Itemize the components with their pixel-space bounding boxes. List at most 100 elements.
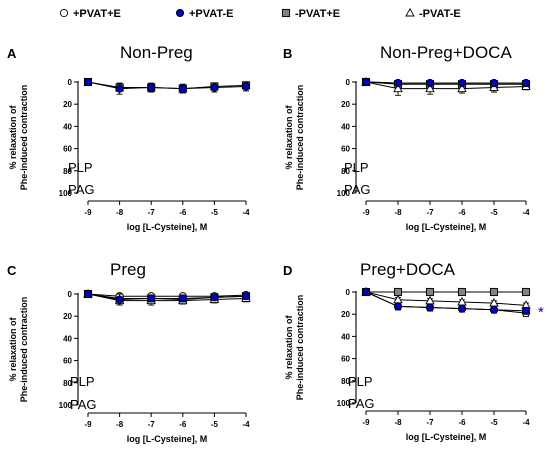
y-tick-label: 60: [63, 145, 72, 154]
y-tick-label: 0: [68, 290, 73, 299]
panel-d: D Preg+DOCA 0 20 40 60 80 100 % relaxation of Phe…: [283, 260, 544, 442]
y-tick-label: 100: [59, 189, 73, 198]
data-point-plus-pvat-e: [361, 77, 371, 87]
series-line: [87, 81, 247, 90]
x-tick-label: -4: [242, 208, 250, 217]
x-tick-label: -7: [148, 208, 156, 217]
y-axis-label: % relaxation of: [284, 314, 294, 379]
data-point-plus-pvat-e: [361, 287, 371, 297]
annotation-pag: PAG: [68, 182, 95, 197]
data-point-pvat-e: [425, 83, 435, 93]
data-point-plus-pvat-e: [147, 294, 156, 303]
panel-letter: B: [283, 46, 292, 61]
y-tick-label: 40: [63, 122, 72, 131]
annotation-plp: PLP: [348, 374, 373, 389]
series-pvat-e: [361, 286, 531, 309]
data-point-plus-pvat-e: [521, 79, 531, 88]
x-tick-label: -9: [84, 420, 92, 429]
x-tick-label: -9: [84, 208, 92, 217]
series-line: [365, 291, 527, 312]
y-axis-label: Phe-induced contraction: [19, 85, 29, 191]
y-tick-label: 0: [346, 78, 351, 87]
y-tick-label: 80: [63, 379, 72, 388]
x-tick-label: -5: [211, 420, 219, 429]
panel-letter: A: [7, 46, 17, 61]
x-tick-label: -7: [426, 208, 434, 217]
y-tick-label: 80: [341, 167, 350, 176]
y-axis-label: Phe-induced contraction: [19, 297, 29, 403]
y-tick-label: 20: [341, 100, 350, 109]
x-axis-label: log [L-Cysteine], M: [406, 432, 487, 442]
y-tick-label: 20: [63, 312, 72, 321]
y-tick-label: 20: [341, 310, 350, 319]
data-point-plus-pvat-e: [489, 305, 499, 314]
data-point-plus-pvat-e: [210, 293, 219, 302]
legend: +PVAT+E +PVAT-E -PVAT+E -PVAT-E: [59, 7, 461, 20]
legend-marker-plus-pvat-e: [175, 8, 185, 18]
y-tick-label: 0: [346, 288, 351, 297]
series-line: [365, 81, 526, 84]
x-tick-label: -5: [490, 208, 498, 217]
series-line: [87, 293, 247, 301]
legend-marker-plus-pvatplus-e: [59, 8, 69, 18]
y-tick-label: 100: [59, 401, 73, 410]
annotation-pag: PAG: [70, 397, 97, 412]
series-plus-pvat-e: [83, 77, 251, 95]
y-tick-label: 60: [63, 357, 72, 366]
x-tick-label: -8: [116, 420, 124, 429]
data-point-plus-pvat-e: [178, 84, 187, 93]
panel-title: Non-Preg+DOCA: [380, 43, 512, 62]
x-tick-label: -6: [458, 208, 466, 217]
series-line: [87, 293, 247, 302]
panel-b: B Non-Preg+DOCA 0 20 40 60 80 100 % relaxation o…: [283, 43, 531, 232]
y-tick-label: 40: [341, 332, 350, 341]
x-tick-label: -6: [458, 418, 466, 427]
x-tick-label: -7: [426, 418, 434, 427]
legend-label-plus-pvat-e: +PVAT-E: [189, 8, 234, 20]
y-tick-label: 80: [341, 377, 350, 386]
data-point-pvatplus-e: [425, 287, 435, 297]
panel-c: C Preg 0 20 40 60 80 100 % relaxation of Phe-indu…: [7, 260, 251, 444]
y-axis-label: Phe-induced contraction: [295, 85, 305, 191]
data-point-pvat-e: [425, 295, 435, 305]
series-line: [365, 81, 527, 90]
data-point-plus-pvat-e: [457, 79, 467, 88]
annotation-pag: PAG: [348, 396, 375, 411]
series-line: [365, 81, 526, 85]
annotation-plp: PLP: [70, 374, 95, 389]
x-tick-label: -8: [394, 208, 402, 217]
data-point-plus-pvat-e: [489, 79, 499, 88]
data-point-pvatplus-e: [393, 287, 403, 297]
x-tick-label: -9: [362, 418, 370, 427]
data-point-pvat-e: [457, 296, 467, 306]
data-point-plus-pvat-e: [115, 84, 124, 93]
y-tick-label: 0: [68, 78, 73, 87]
data-point-plus-pvat-e: [241, 292, 251, 301]
data-point-pvatplus-e: [489, 287, 499, 297]
x-axis-label: log [L-Cysteine], M: [406, 222, 487, 232]
significance-star: *: [538, 304, 544, 321]
x-axis-label: log [L-Cysteine], M: [127, 434, 208, 444]
data-point-pvat-e: [393, 83, 403, 93]
legend-label-plus-pvatplus-e: +PVAT+E: [73, 8, 121, 20]
annotation-plp: PLP: [68, 160, 93, 175]
data-point-plus-pvat-e: [393, 79, 403, 88]
data-point-plus-pvat-e: [178, 294, 187, 303]
x-tick-label: -5: [211, 208, 219, 217]
x-tick-label: -8: [116, 208, 124, 217]
data-point-pvatplus-e: [457, 287, 467, 297]
y-axis-label: % relaxation of: [284, 104, 294, 169]
data-point-plus-pvat-e: [83, 289, 93, 299]
y-axis-label: % relaxation of: [8, 316, 18, 381]
series-plus-pvat-e: [83, 289, 251, 306]
data-point-plus-pvat-e: [115, 295, 124, 304]
x-tick-label: -5: [490, 418, 498, 427]
data-point-pvatplus-e: [521, 287, 531, 297]
x-tick-label: -8: [394, 418, 402, 427]
panel-title: Preg+DOCA: [360, 260, 456, 279]
x-tick-label: -6: [179, 420, 187, 429]
x-tick-label: -7: [148, 420, 156, 429]
y-tick-label: 40: [341, 122, 350, 131]
annotation-plp: PLP: [344, 160, 369, 175]
y-tick-label: 100: [337, 189, 351, 198]
